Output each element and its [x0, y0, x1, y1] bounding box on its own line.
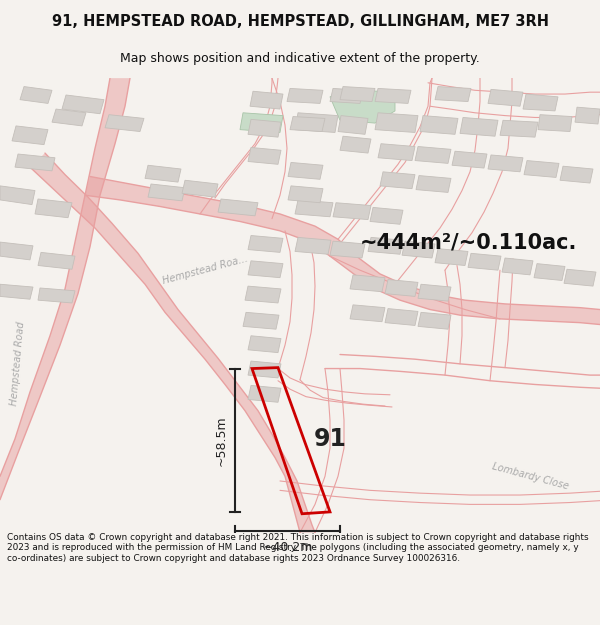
- Polygon shape: [330, 88, 363, 103]
- Polygon shape: [534, 264, 565, 281]
- Polygon shape: [560, 166, 593, 183]
- Polygon shape: [375, 88, 411, 103]
- Polygon shape: [420, 116, 458, 134]
- Polygon shape: [564, 269, 596, 286]
- Polygon shape: [538, 114, 572, 131]
- Polygon shape: [338, 116, 368, 134]
- Polygon shape: [330, 241, 365, 258]
- Polygon shape: [523, 94, 558, 111]
- Polygon shape: [85, 176, 600, 324]
- Polygon shape: [145, 165, 181, 182]
- Polygon shape: [38, 253, 75, 269]
- Polygon shape: [288, 162, 323, 179]
- Polygon shape: [12, 126, 48, 144]
- Polygon shape: [295, 112, 338, 132]
- Polygon shape: [248, 261, 283, 278]
- Polygon shape: [15, 154, 55, 171]
- Polygon shape: [500, 120, 538, 137]
- Text: Contains OS data © Crown copyright and database right 2021. This information is : Contains OS data © Crown copyright and d…: [7, 533, 589, 563]
- Polygon shape: [416, 176, 451, 192]
- Polygon shape: [375, 112, 418, 132]
- Polygon shape: [105, 114, 144, 131]
- Polygon shape: [182, 180, 218, 197]
- Polygon shape: [340, 86, 375, 101]
- Text: Hempstead Roa…: Hempstead Roa…: [161, 254, 249, 286]
- Polygon shape: [418, 284, 451, 301]
- Text: ~444m²/~0.110ac.: ~444m²/~0.110ac.: [360, 232, 577, 252]
- Polygon shape: [460, 118, 498, 136]
- Polygon shape: [415, 146, 451, 163]
- Polygon shape: [402, 241, 435, 258]
- Text: 91: 91: [314, 427, 346, 451]
- Polygon shape: [435, 86, 471, 101]
- Polygon shape: [502, 258, 533, 275]
- Polygon shape: [378, 144, 415, 161]
- Polygon shape: [248, 148, 281, 164]
- Polygon shape: [0, 284, 33, 299]
- Polygon shape: [35, 199, 72, 217]
- Polygon shape: [524, 161, 559, 177]
- Text: Map shows position and indicative extent of the property.: Map shows position and indicative extent…: [120, 52, 480, 65]
- Text: Hempstead Road: Hempstead Road: [10, 321, 26, 406]
- Polygon shape: [368, 238, 403, 254]
- Polygon shape: [295, 200, 333, 217]
- Polygon shape: [62, 95, 104, 114]
- Polygon shape: [468, 253, 501, 270]
- Polygon shape: [288, 186, 323, 202]
- Polygon shape: [0, 78, 130, 500]
- Polygon shape: [287, 88, 323, 103]
- Polygon shape: [488, 89, 523, 106]
- Polygon shape: [250, 91, 283, 109]
- Polygon shape: [340, 136, 371, 153]
- Polygon shape: [248, 119, 281, 137]
- Text: Lombardy Close: Lombardy Close: [491, 461, 569, 491]
- Text: ~40.2m: ~40.2m: [262, 541, 313, 554]
- Text: ~58.5m: ~58.5m: [215, 415, 227, 466]
- Polygon shape: [248, 386, 281, 402]
- Polygon shape: [0, 242, 33, 260]
- Polygon shape: [245, 286, 281, 303]
- Polygon shape: [350, 305, 385, 322]
- Polygon shape: [452, 151, 487, 168]
- Polygon shape: [295, 238, 331, 254]
- Polygon shape: [0, 186, 35, 204]
- Polygon shape: [248, 361, 281, 378]
- Polygon shape: [333, 202, 371, 219]
- Polygon shape: [52, 109, 86, 126]
- Polygon shape: [290, 116, 325, 131]
- Polygon shape: [370, 208, 403, 224]
- Polygon shape: [38, 288, 75, 303]
- Polygon shape: [240, 112, 283, 132]
- Polygon shape: [385, 309, 418, 326]
- Text: 91, HEMPSTEAD ROAD, HEMPSTEAD, GILLINGHAM, ME7 3RH: 91, HEMPSTEAD ROAD, HEMPSTEAD, GILLINGHA…: [52, 14, 548, 29]
- Polygon shape: [148, 184, 185, 201]
- Polygon shape: [248, 336, 281, 352]
- Polygon shape: [385, 279, 418, 296]
- Polygon shape: [248, 236, 283, 252]
- Polygon shape: [380, 172, 415, 189]
- Polygon shape: [330, 89, 395, 123]
- Polygon shape: [243, 312, 279, 329]
- Polygon shape: [350, 275, 385, 292]
- Polygon shape: [575, 107, 600, 124]
- Polygon shape: [30, 153, 315, 532]
- Polygon shape: [418, 312, 451, 329]
- Polygon shape: [488, 155, 523, 172]
- Polygon shape: [435, 249, 468, 266]
- Polygon shape: [20, 86, 52, 103]
- Polygon shape: [218, 199, 258, 216]
